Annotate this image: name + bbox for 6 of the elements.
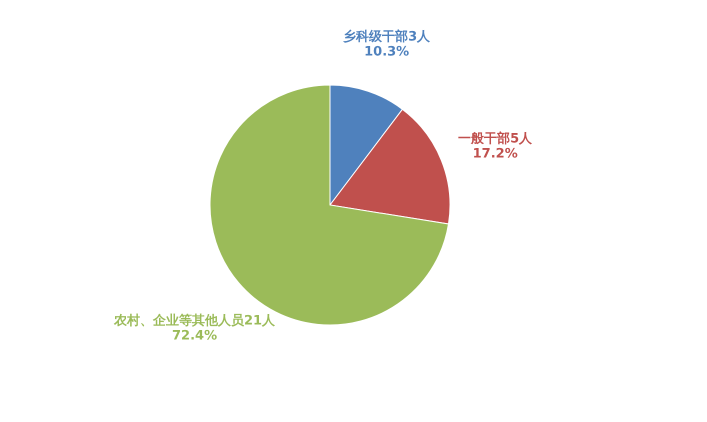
slice-label: 农村、企业等其他人员21人 — [113, 313, 276, 328]
data-label: 10.3% — [364, 44, 410, 60]
data-label: 72.4% — [172, 328, 218, 344]
data-label: 17.2% — [472, 146, 518, 162]
slice-label: 一般干部5人 — [458, 130, 534, 147]
slice-label: 乡科级干部3人 — [343, 28, 432, 44]
